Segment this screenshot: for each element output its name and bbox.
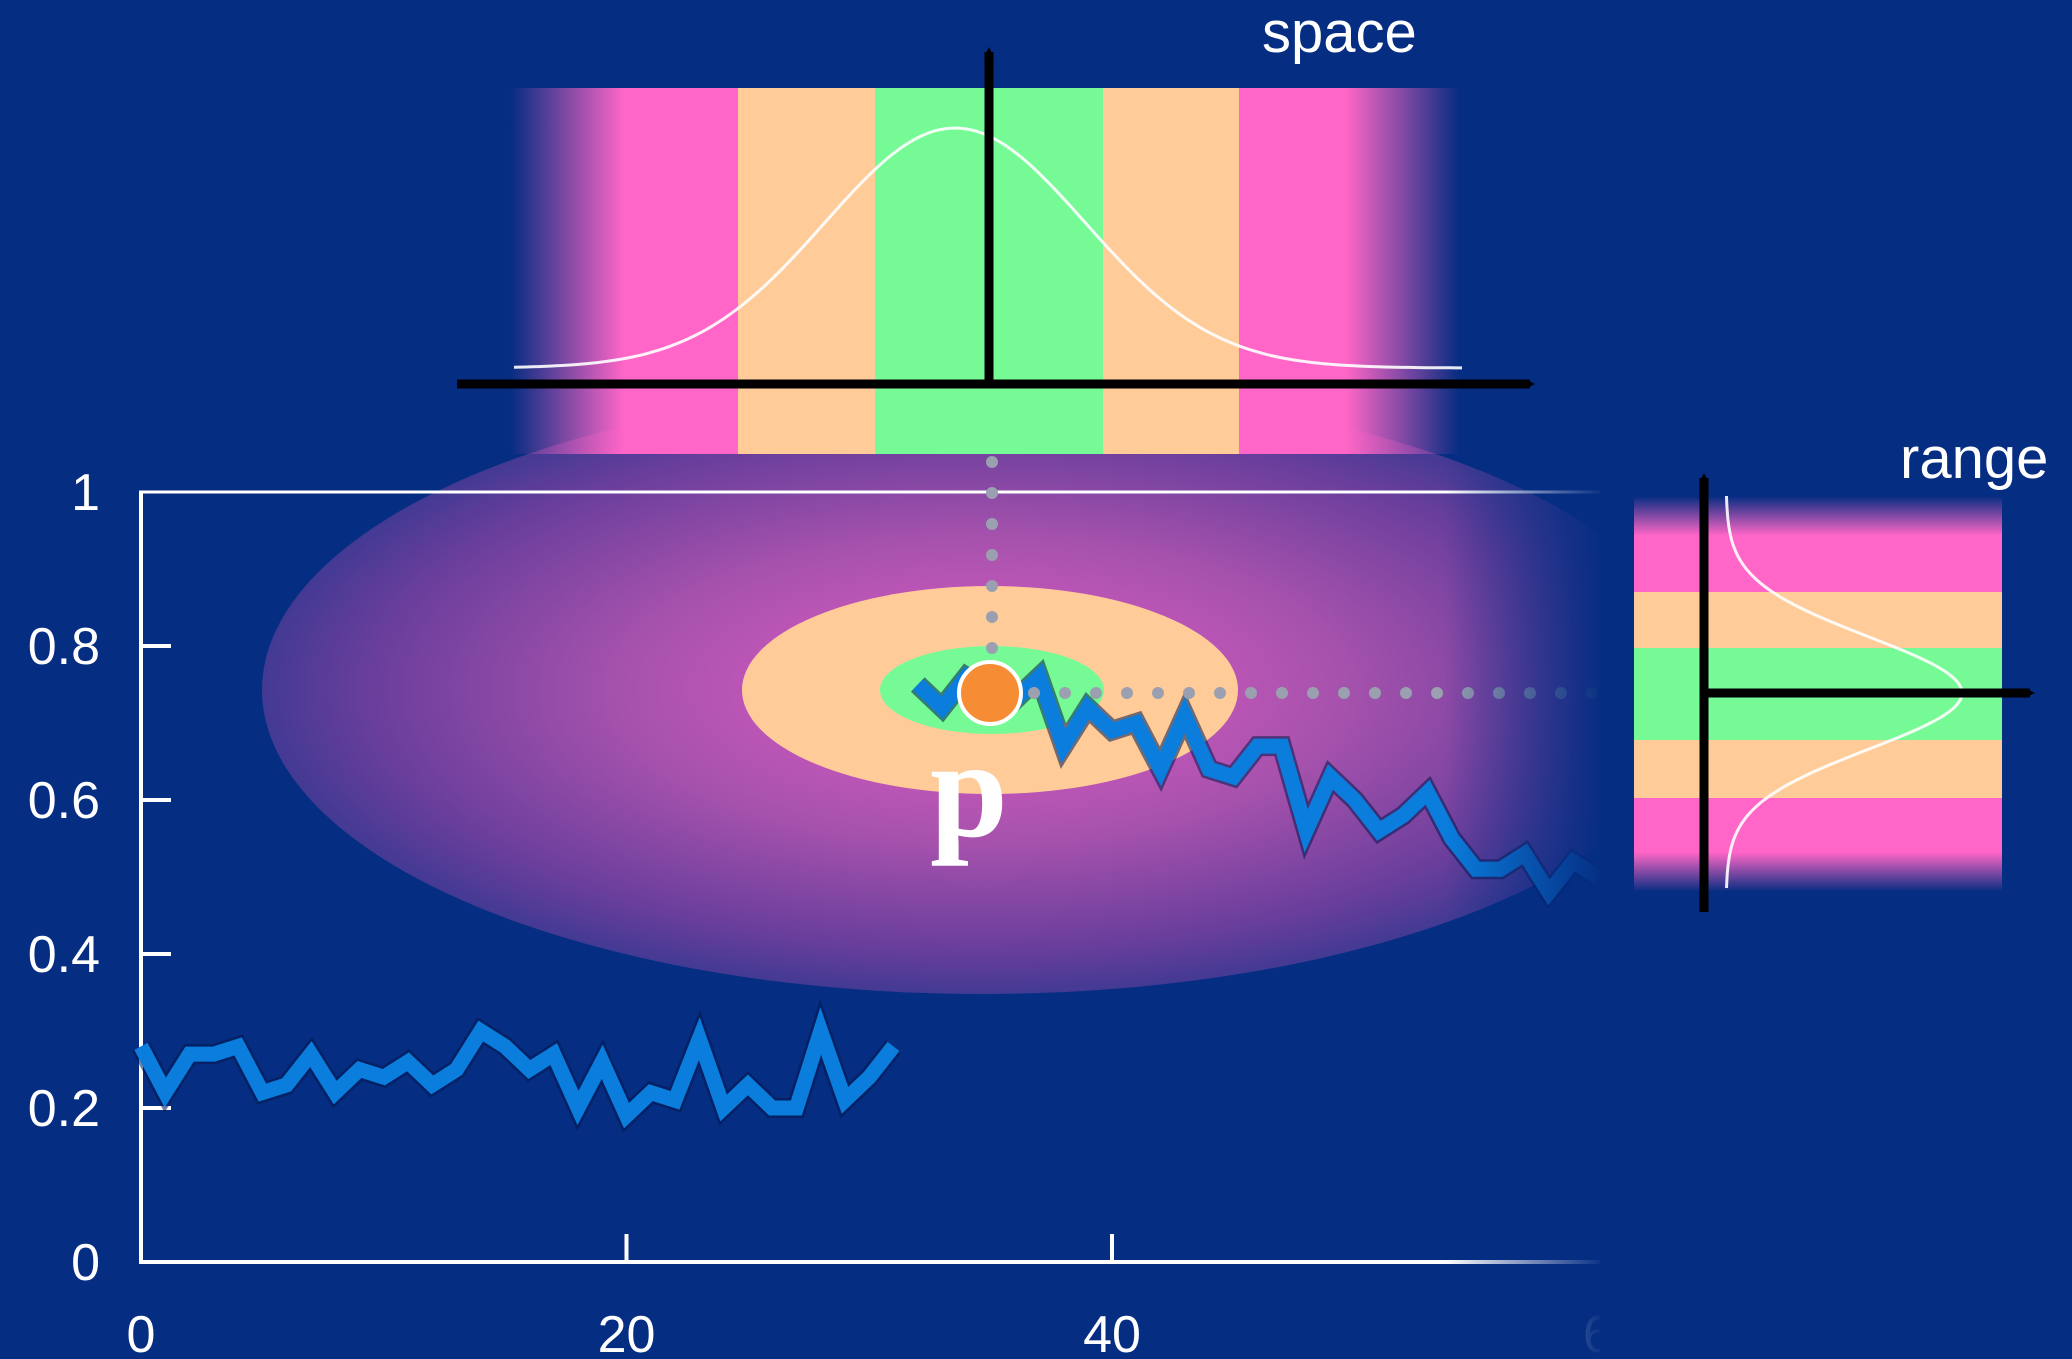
- y-axis-ticks: 0 0.2 0.4 0.6 0.8 1: [28, 464, 171, 1292]
- y-tick-label: 1: [71, 464, 100, 522]
- space-weight-bands: [510, 88, 1460, 454]
- range-kernel-panel: range: [1634, 426, 2048, 912]
- y-tick-label: 0.6: [28, 772, 100, 830]
- space-title: space: [1262, 0, 1417, 65]
- signal-low-segment: [134, 1007, 900, 1129]
- range-weight-bands: [1634, 496, 2002, 892]
- y-tick-label: 0: [71, 1234, 100, 1292]
- y-tick-label: 0.8: [28, 618, 100, 676]
- query-point: [957, 660, 1023, 726]
- query-point-label: p: [930, 712, 1008, 867]
- x-tick-label: 40: [1083, 1306, 1141, 1359]
- x-tick-label: 0: [127, 1306, 156, 1359]
- plot-right-fade: [1445, 0, 1605, 1359]
- y-tick-label: 0.4: [28, 926, 100, 984]
- x-axis-ticks: 020406: [127, 1234, 1612, 1359]
- space-kernel-panel: space: [457, 0, 1535, 454]
- x-tick-label: 20: [598, 1306, 656, 1359]
- y-tick-label: 0.2: [28, 1080, 100, 1138]
- signal-plot-axes: [139, 490, 1600, 1264]
- range-title: range: [1900, 426, 2048, 491]
